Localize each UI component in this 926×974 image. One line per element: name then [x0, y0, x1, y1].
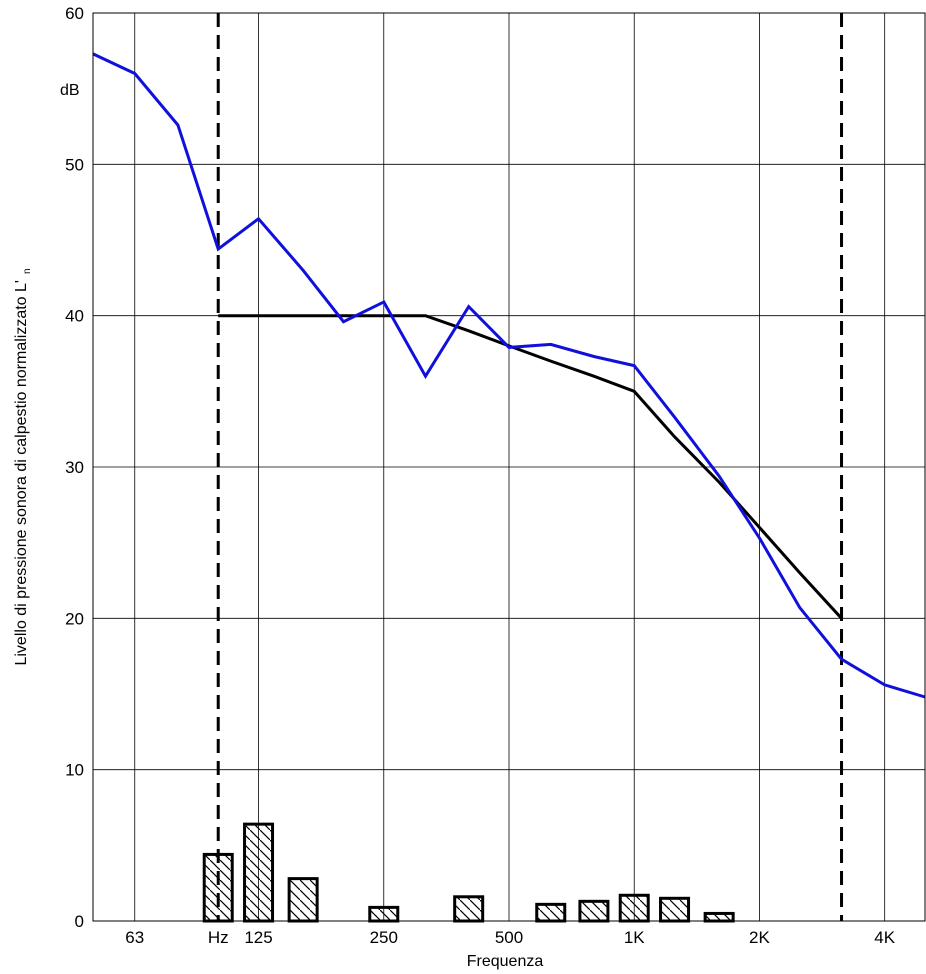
- y-tick-label: 20: [65, 609, 84, 628]
- x-tick-label: 2K: [749, 928, 770, 947]
- y-unit-label: dB: [60, 82, 80, 99]
- deviation-bar: [578, 899, 610, 923]
- x-tick-label: Hz: [208, 928, 229, 947]
- y-tick-label: 0: [75, 912, 84, 931]
- x-tick-labels: 63 Hz 125 250 500 1K 2K 4K: [125, 928, 895, 947]
- x-tick-label: 500: [495, 928, 523, 947]
- plot-frame: [92, 12, 926, 922]
- deviation-bar: [703, 911, 735, 923]
- x-tick-label: 63: [125, 928, 144, 947]
- x-tick-label: 125: [244, 928, 272, 947]
- x-tick-label: 4K: [874, 928, 895, 947]
- x-axis-label: Frequenza: [467, 953, 544, 970]
- measured-curve: [92, 52, 926, 699]
- y-axis-label-group: Livello di pressione sonora di calpestio…: [13, 268, 33, 665]
- deviation-bars: [202, 822, 735, 923]
- deviation-bar: [618, 893, 650, 923]
- deviation-bar: [243, 822, 275, 923]
- y-tick-label: 10: [65, 761, 84, 780]
- y-tick-label: 30: [65, 458, 84, 477]
- deviation-bar: [368, 905, 400, 923]
- deviation-bar: [659, 896, 691, 923]
- deviation-bar: [287, 877, 319, 923]
- deviation-bar: [453, 895, 485, 923]
- x-tick-label: 1K: [624, 928, 645, 947]
- y-tick-label: 50: [65, 155, 84, 174]
- deviation-bar: [202, 852, 234, 923]
- curves: [92, 13, 926, 921]
- y-tick-label: 60: [65, 4, 84, 23]
- y-tick-labels: 0 10 20 30 40 50 60: [65, 4, 84, 931]
- x-tick-label: 250: [370, 928, 398, 947]
- y-tick-label: 40: [65, 307, 84, 326]
- grid: [93, 13, 925, 921]
- deviation-bar: [535, 902, 567, 923]
- y-axis-label: Livello di pressione sonora di calpestio…: [13, 268, 33, 665]
